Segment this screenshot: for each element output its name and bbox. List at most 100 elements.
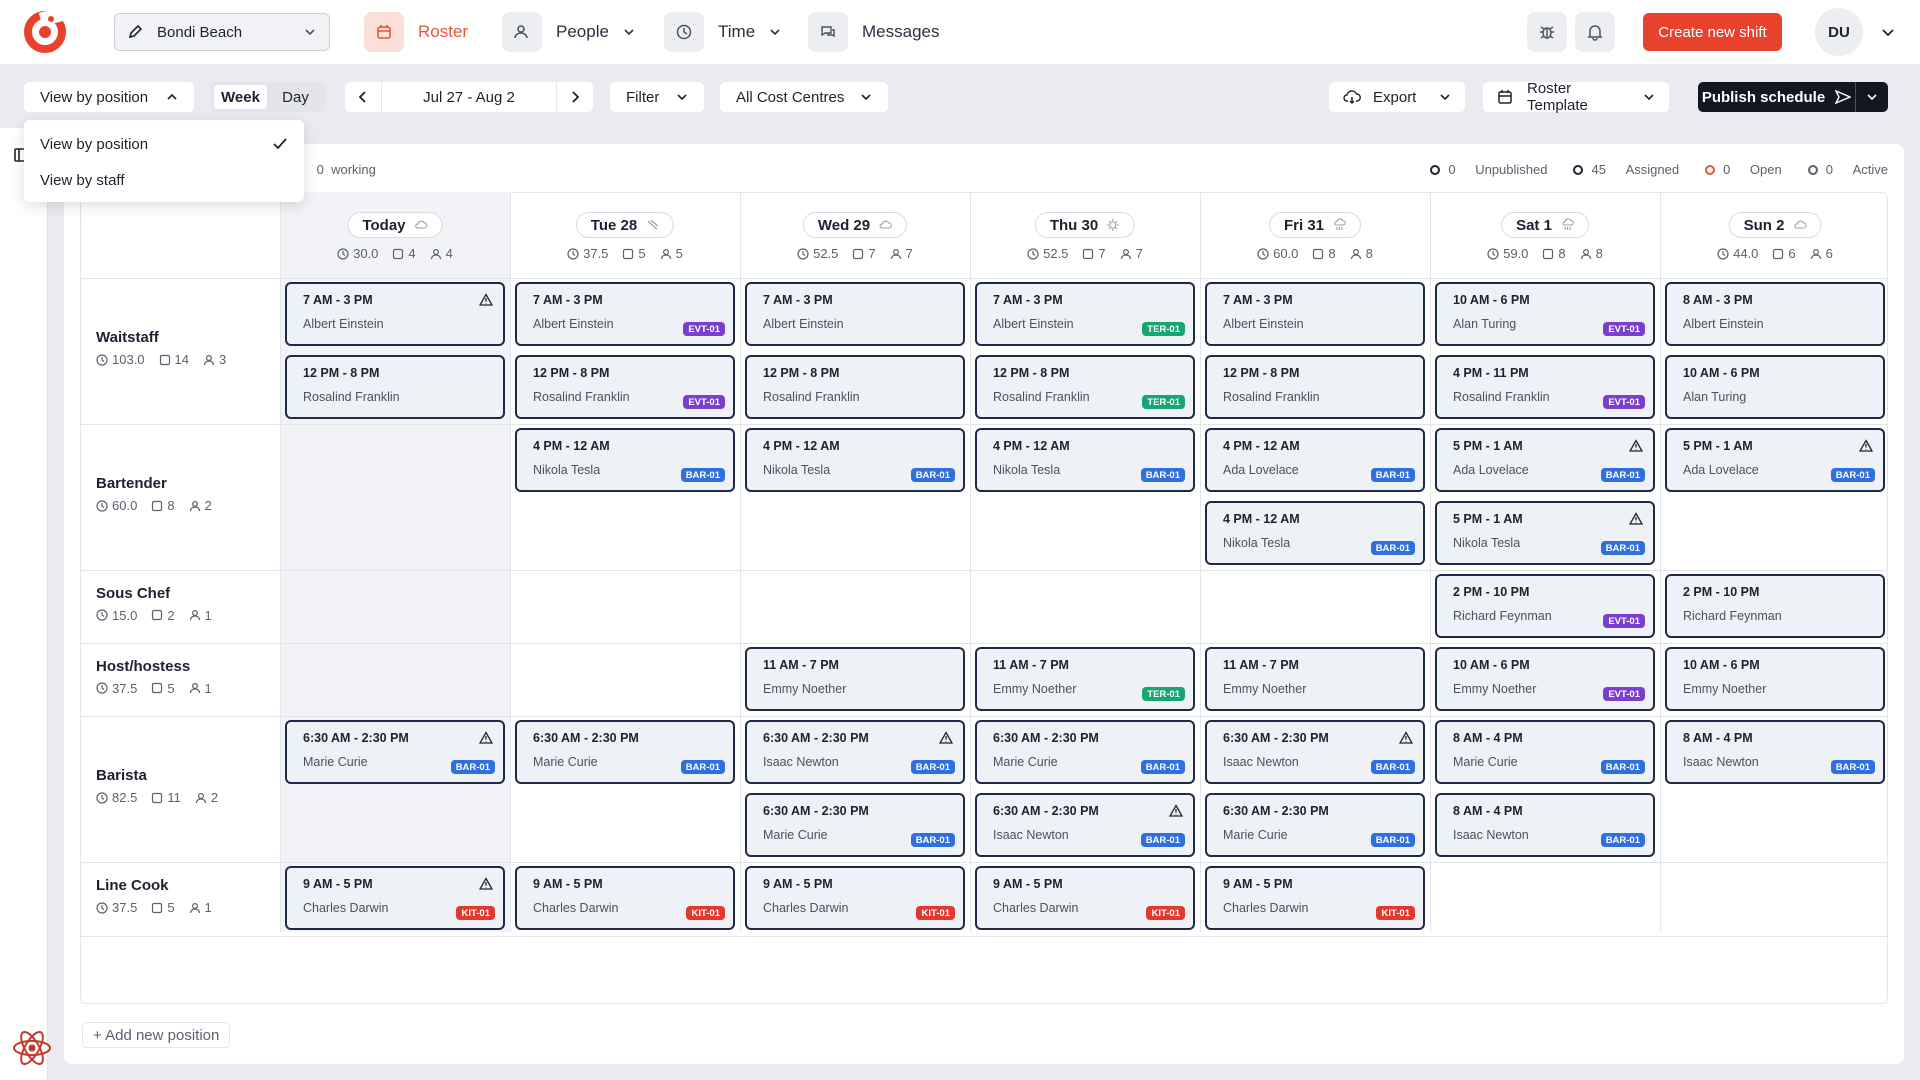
shift-card[interactable]: 9 AM - 5 PM Charles Darwin KIT-01	[745, 866, 965, 930]
shift-card[interactable]: 7 AM - 3 PM Albert Einstein TER-01	[975, 282, 1195, 346]
date-range-label[interactable]: Jul 27 - Aug 2	[381, 82, 557, 112]
person-icon	[1810, 248, 1821, 259]
shift-card[interactable]: 4 PM - 12 AM Nikola Tesla BAR-01	[745, 428, 965, 492]
shift-staff-name: Emmy Noether	[763, 682, 847, 696]
day-pill[interactable]: Fri 31	[1268, 212, 1362, 238]
day-pill[interactable]: Thu 30	[1034, 212, 1136, 238]
shift-time: 9 AM - 5 PM	[763, 877, 833, 891]
shift-card[interactable]: 11 AM - 7 PM Emmy Noether	[745, 647, 965, 711]
shift-card[interactable]: 9 AM - 5 PM Charles Darwin KIT-01	[975, 866, 1195, 930]
shift-card[interactable]: 9 AM - 5 PM Charles Darwin KIT-01	[1205, 866, 1425, 930]
shift-staff-name: Emmy Noether	[993, 682, 1077, 696]
shift-card[interactable]: 9 AM - 5 PM Charles Darwin KIT-01	[285, 866, 505, 930]
shift-card[interactable]: 7 AM - 3 PM Albert Einstein	[745, 282, 965, 346]
shift-card[interactable]: 6:30 AM - 2:30 PM Marie Curie BAR-01	[975, 720, 1195, 784]
shift-card[interactable]: 7 AM - 3 PM Albert Einstein	[1205, 282, 1425, 346]
add-new-position-button[interactable]: + Add new position	[82, 1022, 231, 1048]
position-stat-shifts: 14	[159, 352, 189, 367]
chevron-down-icon[interactable]	[1880, 24, 1896, 40]
day-stat-hours: 59.0	[1487, 246, 1528, 261]
create-new-shift-button[interactable]: Create new shift	[1643, 13, 1782, 51]
day-button[interactable]: Day	[282, 88, 309, 106]
shift-time: 8 AM - 3 PM	[1683, 293, 1753, 307]
shift-card[interactable]: 6:30 AM - 2:30 PM Isaac Newton BAR-01	[975, 793, 1195, 857]
shift-card[interactable]: 2 PM - 10 PM Richard Feynman	[1665, 574, 1885, 638]
shift-card[interactable]: 6:30 AM - 2:30 PM Marie Curie BAR-01	[745, 793, 965, 857]
shift-staff-name: Marie Curie	[1453, 755, 1518, 769]
shift-card[interactable]: 8 AM - 4 PM Isaac Newton BAR-01	[1665, 720, 1885, 784]
shift-card[interactable]: 6:30 AM - 2:30 PM Marie Curie BAR-01	[1205, 793, 1425, 857]
day-pill[interactable]: Sat 1	[1501, 212, 1589, 238]
warning-icon	[479, 731, 493, 744]
week-button[interactable]: Week	[214, 85, 267, 109]
shift-card[interactable]: 8 AM - 4 PM Marie Curie BAR-01	[1435, 720, 1655, 784]
shift-card[interactable]: 4 PM - 12 AM Nikola Tesla BAR-01	[1205, 501, 1425, 565]
shift-card[interactable]: 11 AM - 7 PM Emmy Noether	[1205, 647, 1425, 711]
publish-schedule-button[interactable]: Publish schedule	[1698, 82, 1856, 112]
shift-card[interactable]: 7 AM - 3 PM Albert Einstein	[285, 282, 505, 346]
shift-time: 5 PM - 1 AM	[1453, 439, 1523, 453]
position-row-label: Line Cook 37.5 5 1	[96, 877, 212, 915]
notifications-button[interactable]	[1575, 12, 1615, 52]
position-stats: 103.0 14 3	[96, 352, 226, 367]
shift-card[interactable]: 12 PM - 8 PM Rosalind Franklin EVT-01	[515, 355, 735, 419]
view-mode-select[interactable]: View by position	[24, 82, 194, 112]
bug-report-button[interactable]	[1527, 12, 1567, 52]
shift-card[interactable]: 5 PM - 1 AM Ada Lovelace BAR-01	[1665, 428, 1885, 492]
shift-staff-name: Rosalind Franklin	[1453, 390, 1550, 404]
location-select[interactable]: Bondi Beach	[114, 13, 330, 51]
shift-card[interactable]: 12 PM - 8 PM Rosalind Franklin	[1205, 355, 1425, 419]
shift-staff-name: Albert Einstein	[993, 317, 1074, 331]
nav-time[interactable]: Time	[664, 12, 781, 52]
shift-card[interactable]: 12 PM - 8 PM Rosalind Franklin TER-01	[975, 355, 1195, 419]
shift-card[interactable]: 4 PM - 12 AM Nikola Tesla BAR-01	[515, 428, 735, 492]
shift-card[interactable]: 9 AM - 5 PM Charles Darwin KIT-01	[515, 866, 735, 930]
shift-time: 10 AM - 6 PM	[1683, 658, 1760, 672]
day-label: Tue 28	[590, 216, 638, 234]
view-by-staff-option[interactable]: View by staff	[24, 162, 304, 198]
app-logo-icon[interactable]	[24, 10, 66, 54]
clock-icon	[1487, 247, 1499, 260]
shift-card[interactable]: 8 AM - 4 PM Isaac Newton BAR-01	[1435, 793, 1655, 857]
view-by-position-option[interactable]: View by position	[24, 126, 304, 162]
nav-people[interactable]: People	[502, 12, 635, 52]
day-pill[interactable]: Tue 28	[575, 212, 675, 238]
shift-card[interactable]: 8 AM - 3 PM Albert Einstein	[1665, 282, 1885, 346]
shift-card[interactable]: 12 PM - 8 PM Rosalind Franklin	[285, 355, 505, 419]
day-pill[interactable]: Wed 29	[802, 212, 908, 238]
shift-card[interactable]: 5 PM - 1 AM Nikola Tesla BAR-01	[1435, 501, 1655, 565]
day-pill[interactable]: Today	[347, 212, 443, 238]
shift-time: 8 AM - 4 PM	[1453, 731, 1523, 745]
shift-card[interactable]: 10 AM - 6 PM Emmy Noether EVT-01	[1435, 647, 1655, 711]
shift-card[interactable]: 11 AM - 7 PM Emmy Noether TER-01	[975, 647, 1195, 711]
shift-card[interactable]: 4 PM - 11 PM Rosalind Franklin EVT-01	[1435, 355, 1655, 419]
nav-messages[interactable]: Messages	[808, 12, 939, 52]
react-logo-icon[interactable]	[10, 1028, 54, 1068]
shift-card[interactable]: 10 AM - 6 PM Alan Turing	[1665, 355, 1885, 419]
cost-centre-select[interactable]: All Cost Centres	[720, 82, 888, 112]
next-week-button[interactable]	[557, 82, 593, 112]
shift-card[interactable]: 6:30 AM - 2:30 PM Marie Curie BAR-01	[515, 720, 735, 784]
shift-card[interactable]: 12 PM - 8 PM Rosalind Franklin	[745, 355, 965, 419]
roster-template-button[interactable]: Roster Template	[1483, 80, 1669, 114]
shift-card[interactable]: 6:30 AM - 2:30 PM Isaac Newton BAR-01	[745, 720, 965, 784]
shift-card[interactable]: 2 PM - 10 PM Richard Feynman EVT-01	[1435, 574, 1655, 638]
publish-options-button[interactable]	[1856, 82, 1888, 112]
shift-card[interactable]: 6:30 AM - 2:30 PM Isaac Newton BAR-01	[1205, 720, 1425, 784]
filter-button[interactable]: Filter	[610, 82, 704, 112]
shift-card[interactable]: 6:30 AM - 2:30 PM Marie Curie BAR-01	[285, 720, 505, 784]
shift-time: 5 PM - 1 AM	[1683, 439, 1753, 453]
nav-roster[interactable]: Roster	[364, 12, 468, 52]
shift-card[interactable]: 5 PM - 1 AM Ada Lovelace BAR-01	[1435, 428, 1655, 492]
shift-card[interactable]: 10 AM - 6 PM Alan Turing EVT-01	[1435, 282, 1655, 346]
day-pill[interactable]: Sun 2	[1728, 212, 1822, 238]
shift-card[interactable]: 4 PM - 12 AM Ada Lovelace BAR-01	[1205, 428, 1425, 492]
shift-card[interactable]: 10 AM - 6 PM Emmy Noether	[1665, 647, 1885, 711]
nav-roster-label: Roster	[418, 22, 469, 41]
avatar[interactable]: DU	[1815, 8, 1863, 56]
shift-staff-name: Marie Curie	[533, 755, 598, 769]
shift-card[interactable]: 4 PM - 12 AM Nikola Tesla BAR-01	[975, 428, 1195, 492]
shift-card[interactable]: 7 AM - 3 PM Albert Einstein EVT-01	[515, 282, 735, 346]
previous-week-button[interactable]	[345, 82, 381, 112]
export-button[interactable]: Export	[1329, 82, 1465, 112]
